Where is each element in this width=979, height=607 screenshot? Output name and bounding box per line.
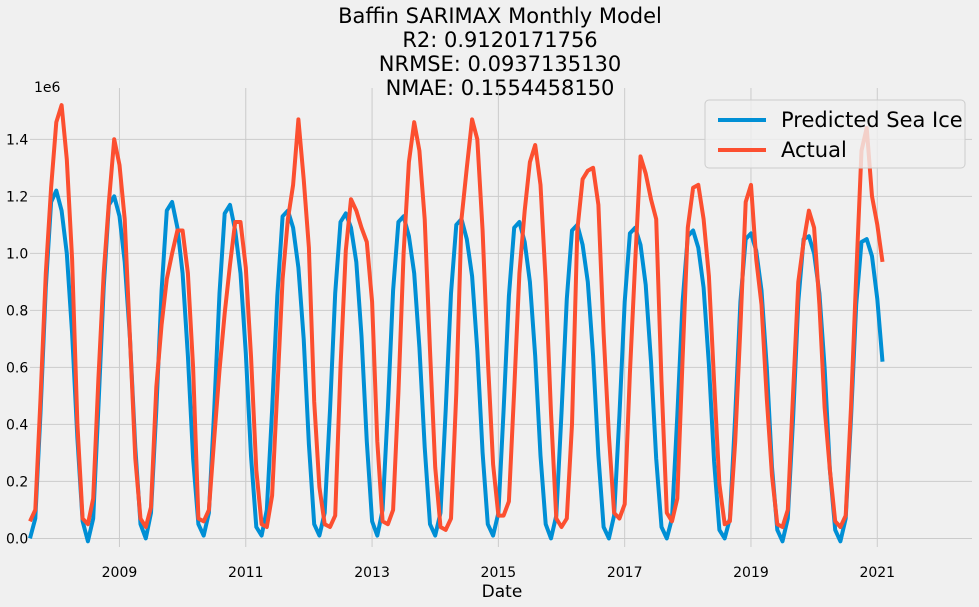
series-line-actual [28,103,885,532]
chart-title-line-2: R2: 0.9120171756 [402,28,597,52]
chart-title-line-4: NMAE: 0.1554458150 [386,76,615,100]
y-tick-label: 0.8 [6,303,28,319]
x-tick-label: 2011 [228,565,264,581]
y-tick-label: 1.0 [6,246,28,262]
y-tick-label: 1.2 [6,189,28,205]
y-offset-label: 1e6 [34,80,61,96]
x-tick-label: 2021 [859,565,895,581]
legend-box [704,99,966,169]
chart-title-line-3: NRMSE: 0.0937135130 [379,52,621,76]
y-tick-label: 0.2 [6,474,28,490]
x-tick-label: 2013 [354,565,390,581]
x-axis-label: Date [482,582,523,602]
y-tick-label: 0.6 [6,360,28,376]
x-tick-label: 2017 [607,565,643,581]
x-tick-label: 2015 [481,565,517,581]
y-tick-label: 1.4 [6,132,28,148]
y-tick-label: 0.4 [6,417,28,433]
x-tick-label: 2009 [102,565,138,581]
legend-label-predicted: Predicted Sea Ice [781,108,963,132]
x-axis-ticks: 2009 2011 2013 2015 2017 2019 2021 [102,565,895,581]
y-axis-ticks: 0.0 0.2 0.4 0.6 0.8 1.0 1.2 1.4 [6,132,28,547]
x-tick-label: 2019 [733,565,769,581]
y-tick-label: 0.0 [6,531,28,547]
legend-label-actual: Actual [781,138,847,162]
chart-title-line-1: Baffin SARIMAX Monthly Model [338,4,662,28]
series-lines [28,103,885,544]
legend: Predicted Sea Ice Actual [704,99,966,169]
